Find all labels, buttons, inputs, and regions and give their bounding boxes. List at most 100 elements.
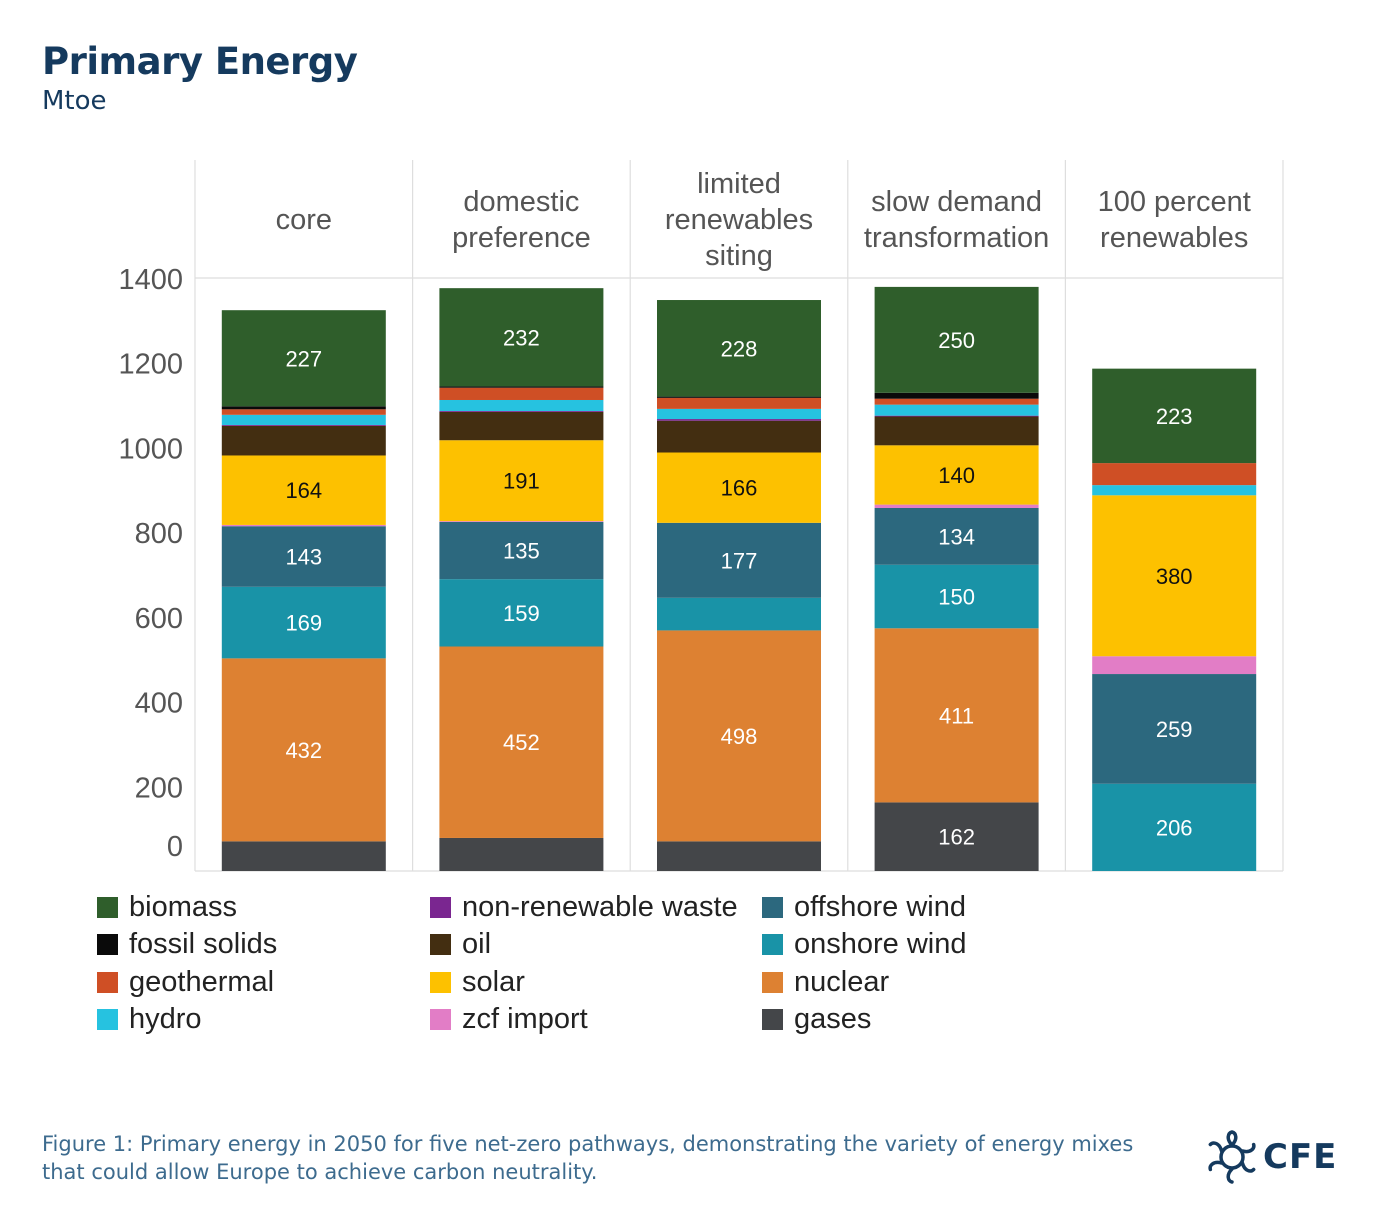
data-label: 411: [939, 703, 974, 728]
legend-swatch: [430, 896, 451, 918]
y-tick-label: 0: [167, 831, 183, 863]
bar-segment-oil: [439, 411, 604, 441]
data-label: 150: [938, 585, 975, 610]
bar-segment-geothermal: [874, 398, 1039, 405]
data-label: 380: [1156, 564, 1193, 589]
legend-item: solar: [430, 963, 525, 1001]
legend-item: fossil solids: [97, 926, 277, 964]
bar-segment-zcf-import: [874, 504, 1039, 508]
bar-segment-oil: [874, 416, 1039, 446]
bar-segment-biomass: [1092, 368, 1257, 464]
bar-segment-nuclear: [657, 630, 821, 842]
data-label: 140: [938, 463, 975, 488]
legend-label: solar: [462, 965, 525, 998]
data-label: 135: [503, 539, 540, 564]
data-label: 134: [938, 524, 975, 549]
legend-label: fossil solids: [129, 928, 278, 960]
data-label: 432: [285, 738, 322, 763]
data-label: 177: [721, 548, 758, 573]
bar-segment-gases: [874, 802, 1039, 871]
bar-segment-non-renewable-waste: [439, 411, 604, 412]
bar-segment-geothermal: [1092, 463, 1257, 486]
legend-item: zcf import: [430, 1001, 588, 1039]
data-label: 232: [503, 325, 540, 350]
category-label: renewables: [665, 204, 813, 236]
legend-swatch: [97, 971, 118, 993]
bar-segment-solar: [221, 455, 386, 525]
bar-segment-onshore-wind: [439, 579, 604, 647]
chart-title: Primary Energy: [42, 40, 358, 83]
category-label: preference: [452, 222, 591, 254]
legend-item: offshore wind: [762, 888, 966, 926]
legend-swatch: [762, 934, 783, 955]
data-label: 162: [938, 825, 975, 850]
category-label: 100 percent: [1098, 186, 1251, 218]
bar-segment-oil: [657, 420, 821, 453]
bar-segment-gases: [221, 841, 386, 871]
legend-label: biomass: [129, 890, 237, 923]
data-label: 259: [1156, 717, 1193, 742]
asterisk-gear-icon: [1208, 1130, 1256, 1184]
legend-label: geothermal: [129, 965, 275, 998]
bar-segment-fossil-solids: [657, 396, 821, 398]
bar-segment-offshore-wind: [874, 507, 1039, 565]
bar-segment-offshore-wind: [439, 521, 604, 580]
legend-label: non-renewable waste: [462, 890, 738, 923]
data-label: 223: [1156, 404, 1193, 429]
y-tick-label: 1200: [118, 349, 183, 381]
legend-swatch: [762, 1009, 783, 1030]
bar-segment-offshore-wind: [221, 526, 386, 587]
bar-segment-zcf-import: [1092, 656, 1257, 675]
bar-segment-non-renewable-waste: [221, 424, 386, 426]
bar-segment-solar: [657, 452, 821, 523]
bar-segment-gases: [657, 841, 821, 871]
bar-segment-biomass: [439, 288, 604, 387]
data-label: 143: [285, 544, 322, 569]
bar-segment-onshore-wind: [221, 586, 386, 659]
category-label: renewables: [1100, 222, 1248, 254]
bar-segment-zcf-import: [439, 521, 604, 522]
data-label: 228: [721, 336, 758, 361]
logo-text: CFE: [1263, 1137, 1338, 1177]
y-tick-label: 600: [135, 603, 183, 635]
data-label: 206: [1156, 815, 1193, 840]
data-label: 452: [503, 730, 540, 755]
bar-segment-offshore-wind: [1092, 674, 1257, 784]
bar-segment-biomass: [657, 300, 821, 397]
y-tick-label: 200: [135, 772, 183, 804]
data-label: 169: [285, 611, 322, 636]
bar-segment-hydro: [439, 399, 604, 412]
bar-segment-non-renewable-waste: [874, 415, 1039, 417]
bar-segment-fossil-solids: [874, 392, 1039, 399]
data-label: 250: [938, 328, 975, 353]
bar-segment-hydro: [657, 408, 821, 420]
legend-swatch: [430, 971, 451, 993]
data-label: 159: [503, 601, 540, 626]
data-label: 498: [721, 724, 758, 749]
legend-swatch: [762, 971, 783, 993]
legend-item: geothermal: [97, 963, 274, 1001]
bar-segment-nuclear: [221, 658, 386, 842]
legend-item: non-renewable waste: [430, 888, 738, 926]
legend-swatch: [762, 896, 783, 918]
bar-segment-non-renewable-waste: [657, 419, 821, 421]
bar-segment-offshore-wind: [657, 522, 821, 598]
category-label: domestic: [463, 186, 579, 218]
legend-item: onshore wind: [762, 926, 967, 964]
bar-segment-nuclear: [439, 646, 604, 838]
category-label: transformation: [864, 222, 1049, 254]
legend-item: gases: [762, 1001, 871, 1039]
data-label: 164: [285, 478, 322, 503]
legend-label: gases: [794, 1003, 872, 1035]
legend-label: hydro: [129, 1003, 202, 1035]
category-label: core: [276, 204, 332, 236]
bar-segment-solar: [1092, 495, 1257, 657]
bar-segment-fossil-solids: [221, 406, 386, 410]
figure-caption: Figure 1: Primary energy in 2050 for fiv…: [42, 1132, 1134, 1184]
legend-item: oil: [430, 926, 491, 964]
legend-item: hydro: [97, 1001, 202, 1039]
category-label: limited: [697, 168, 781, 200]
bar-segment-geothermal: [221, 409, 386, 415]
y-tick-label: 400: [135, 688, 183, 720]
legend-label: offshore wind: [794, 890, 966, 923]
